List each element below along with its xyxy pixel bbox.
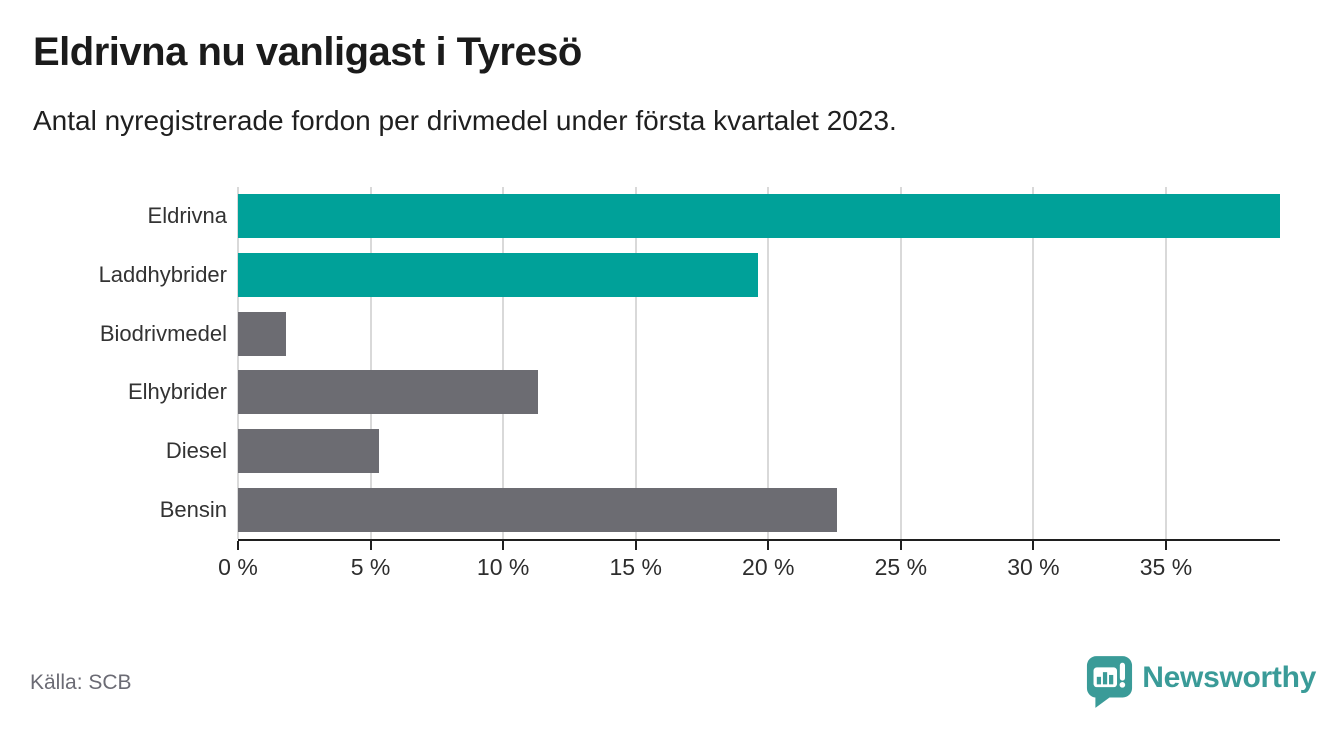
bar-track bbox=[238, 429, 1280, 474]
bar-laddhybrider bbox=[238, 253, 758, 297]
category-label: Biodrivmedel bbox=[99, 320, 227, 346]
gridline bbox=[899, 187, 902, 539]
bar-track bbox=[238, 311, 1280, 356]
tick-mark bbox=[369, 541, 372, 550]
chart-row: Elhybrider bbox=[0, 363, 1340, 422]
gridline bbox=[237, 187, 239, 539]
page-title: Eldrivna nu vanligast i Tyresö bbox=[33, 30, 582, 74]
tick-mark bbox=[767, 541, 770, 550]
bar-elhybrider bbox=[238, 370, 538, 415]
gridline bbox=[1164, 187, 1167, 539]
bar-diesel bbox=[238, 429, 379, 474]
x-axis: 0 % 5 % 10 % 15 % 20 % 25 % 30 % 35 % bbox=[218, 539, 1280, 585]
chart-row: Laddhybrider bbox=[0, 246, 1340, 305]
chart-row: Biodrivmedel bbox=[0, 304, 1340, 363]
chart-row: Diesel bbox=[0, 422, 1340, 481]
logo-exclamation-dot bbox=[1119, 682, 1126, 688]
bar-track bbox=[238, 370, 1280, 415]
tick-label: 25 % bbox=[874, 554, 928, 580]
bar-eldrivna bbox=[238, 194, 1280, 239]
gridline bbox=[369, 187, 372, 539]
page-subtitle: Antal nyregistrerade fordon per drivmede… bbox=[33, 105, 897, 136]
tick-mark bbox=[1032, 541, 1035, 550]
bar-biodrivmedel bbox=[238, 311, 286, 356]
tick-label: 10 % bbox=[476, 554, 530, 580]
tick-label: 5 % bbox=[350, 554, 391, 580]
tick-label: 0 % bbox=[218, 554, 258, 580]
tick-mark bbox=[237, 541, 239, 550]
category-label: Eldrivna bbox=[147, 203, 227, 229]
tick-label: 15 % bbox=[609, 554, 662, 580]
bar-track bbox=[238, 487, 1280, 532]
bar-chart: Eldrivna Laddhybrider Biodrivmedel Elhybrid… bbox=[0, 187, 1340, 585]
tick-label: 30 % bbox=[1007, 554, 1060, 580]
gridline bbox=[502, 187, 505, 539]
category-label: Laddhybrider bbox=[98, 262, 227, 287]
tick-label: 20 % bbox=[742, 554, 795, 580]
newsworthy-logo[interactable]: Newsworthy bbox=[1086, 655, 1316, 709]
gridline bbox=[1032, 187, 1035, 539]
category-label: Diesel bbox=[165, 438, 227, 464]
plot-area: Eldrivna Laddhybrider Biodrivmedel Elhybrid… bbox=[0, 187, 1340, 539]
category-label: Bensin bbox=[159, 496, 227, 522]
logo-bar-2 bbox=[1103, 672, 1108, 685]
logo-bar-1 bbox=[1097, 676, 1102, 685]
tick-mark bbox=[1164, 541, 1167, 550]
tick-mark bbox=[634, 541, 637, 550]
logo-exclamation-bar bbox=[1120, 662, 1126, 681]
gridline bbox=[634, 187, 637, 539]
category-label: Elhybrider bbox=[127, 379, 227, 405]
tick-mark bbox=[502, 541, 505, 550]
chart-row: Bensin bbox=[0, 480, 1340, 539]
source-note: Källa: SCB bbox=[30, 671, 132, 694]
tick-label: 35 % bbox=[1139, 554, 1193, 580]
bar-track bbox=[238, 253, 1280, 297]
gridlines bbox=[237, 187, 1280, 539]
gridline bbox=[767, 187, 770, 539]
chart-row: Eldrivna bbox=[0, 187, 1340, 246]
bar-track bbox=[238, 194, 1280, 239]
newsworthy-logo-text: Newsworthy bbox=[1142, 661, 1316, 694]
tick-mark bbox=[899, 541, 902, 550]
bar-bensin bbox=[238, 487, 838, 532]
logo-bar-3 bbox=[1109, 674, 1114, 685]
newsworthy-logo-icon bbox=[1087, 656, 1133, 708]
plot-rows: Eldrivna Laddhybrider Biodrivmedel Elhybrid… bbox=[0, 187, 1340, 539]
